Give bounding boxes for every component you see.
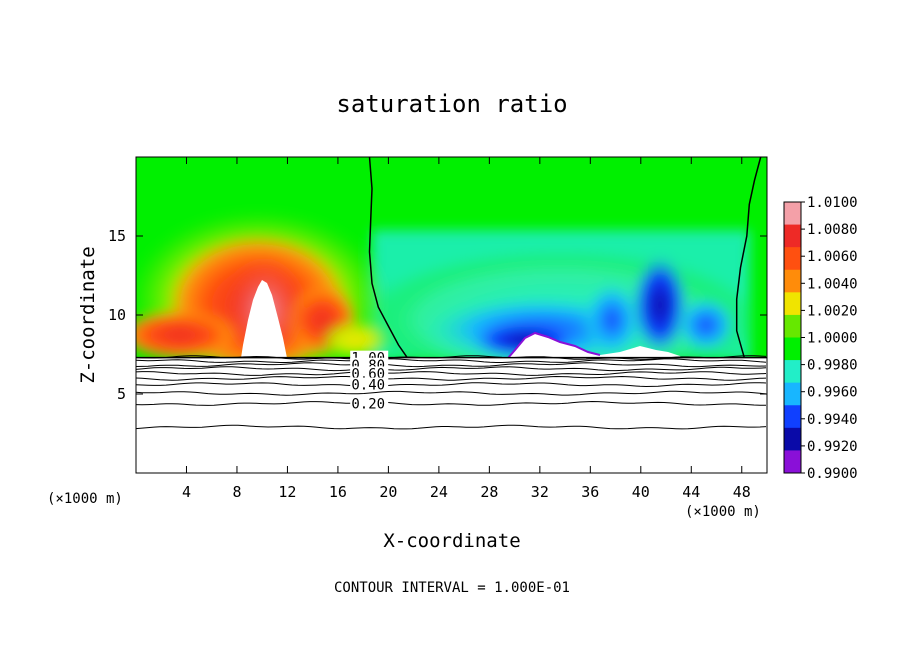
contour-line-0.3 [135,390,767,396]
colorbar-label: 0.9900 [807,466,858,482]
contour-label: 0.20 [351,396,385,412]
y-tick-label: 15 [108,227,126,245]
x-tick-label: 8 [232,483,241,501]
contour-label-bg [350,377,389,391]
colorbar-label: 0.9980 [807,358,858,374]
y-axis-label: Z-coordinate [77,246,99,383]
contour-line-0.2 [135,400,766,406]
x-axis-label: X-coordinate [383,530,520,552]
colorbar-label: 1.0020 [807,303,858,319]
x-tick-label: 44 [682,483,700,501]
colorbar-label: 0.9960 [807,385,858,401]
x-tick-label: 4 [182,483,191,501]
contour-line-0.6 [135,371,767,376]
colorbar-label: 1.0000 [807,331,858,347]
colorbar-swatch [784,427,801,451]
colorbar-swatch [784,382,801,406]
colorbar-swatch [784,292,801,316]
contour-line-0.1 [135,424,767,430]
x-tick-label: 36 [581,483,599,501]
x-unit-left: (×1000 m) [47,491,123,507]
chart-title: saturation ratio [336,90,567,118]
colorbar-swatch [784,337,801,361]
colorbar-swatch [784,450,801,474]
x-axis: 4 8 12 16 20 24 28 32 36 40 44 48 [182,157,751,501]
contour-lines: 1.000.800.600.400.20 [135,156,767,430]
colorbar-swatch [784,314,801,338]
saturation-contour-2 [735,156,762,358]
x-tick-label: 24 [430,483,448,501]
colorbar: 1.0100 1.0080 1.0060 1.0040 1.0020 1.0000 0.99… [783,195,858,482]
x-tick-label: 28 [480,483,498,501]
x-tick-label: 40 [632,483,650,501]
colorbar-label: 1.0100 [807,195,858,211]
x-tick-label: 20 [379,483,397,501]
colorbar-label: 0.9940 [807,412,858,428]
colorbar-label: 0.9920 [807,439,858,455]
colorbar-swatch [784,360,801,384]
y-tick-label: 5 [117,385,126,403]
colorbar-label: 1.0040 [807,276,858,292]
x-tick-label: 32 [531,483,549,501]
contour-line-0.5 [135,375,767,381]
y-tick-label: 10 [108,306,126,324]
colorbar-swatch [784,247,801,271]
white-region-supersaturated [241,280,287,358]
x-tick-label: 12 [278,483,296,501]
contour-label: 0.40 [351,378,385,394]
x-tick-label: 16 [329,483,347,501]
contour-label-bg [350,396,389,410]
contour-interval-note: CONTOUR INTERVAL = 1.000E-01 [334,580,570,596]
contour-line-0.4 [135,382,767,388]
contour-line-0.9 [135,358,767,363]
contour-line-0.8 [135,362,767,368]
contour-label-bg [350,366,389,380]
colorbar-label: 1.0080 [807,222,858,238]
x-unit-right: (×1000 m) [685,504,761,520]
colorbar-label: 1.0060 [807,249,858,265]
contour-line-0.7 [135,366,767,372]
colorbar-swatch [784,269,801,293]
x-tick-label: 48 [733,483,751,501]
saturation-contour-1 [368,156,408,359]
colorbar-swatch [784,202,801,226]
colorbar-swatch [784,224,801,248]
y-axis: 5 10 15 [108,227,767,403]
colorbar-swatch [784,405,801,429]
heatmap-field [136,157,767,358]
